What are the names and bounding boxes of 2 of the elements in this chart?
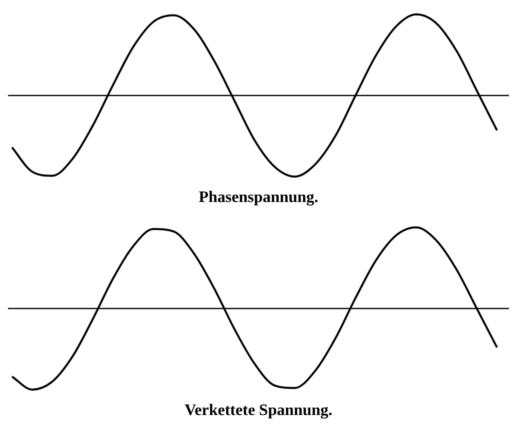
text: Verkettete Spannung. — [184, 402, 334, 420]
text: Phasenspannung. — [198, 189, 320, 207]
